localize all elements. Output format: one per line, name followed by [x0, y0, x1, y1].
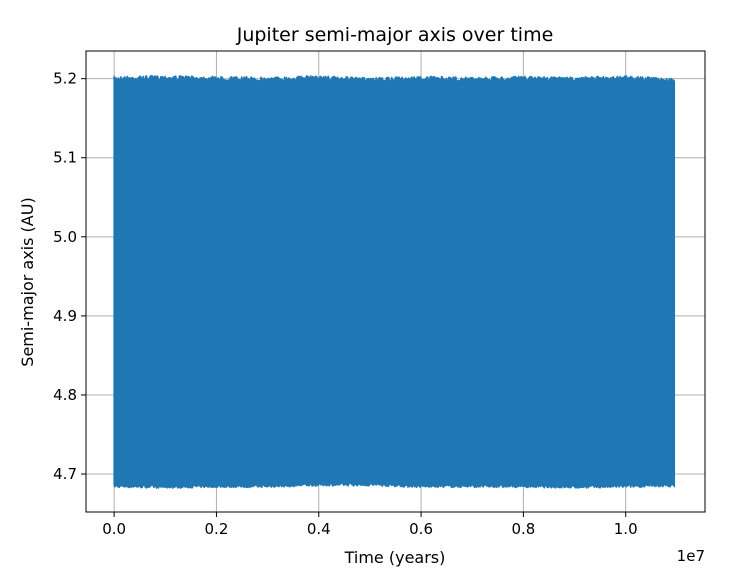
y-tick-label: 4.7: [53, 465, 77, 483]
x-tick-label: 0.0: [102, 520, 126, 538]
x-tick-label: 0.2: [205, 520, 229, 538]
y-tick-label: 4.9: [53, 307, 77, 325]
series-line: [113, 75, 676, 489]
y-tick-label: 4.8: [53, 386, 77, 404]
series-group: [113, 75, 676, 489]
y-axis-label: Semi-major axis (AU): [18, 197, 37, 366]
y-axis: 4.7 4.8 4.9 5.0 5.1 5.2: [53, 70, 86, 483]
x-tick-label: 0.6: [409, 520, 433, 538]
y-tick-label: 5.2: [53, 70, 77, 88]
plot-frame: [85, 50, 706, 513]
y-tick-label: 5.1: [53, 149, 77, 167]
x-tick-label: 1.0: [614, 520, 638, 538]
y-tick-label: 5.0: [53, 228, 77, 246]
x-axis: 0.0 0.2 0.4 0.6 0.8 1.0: [102, 512, 638, 538]
x-axis-label: Time (years): [344, 548, 446, 567]
x-tick-label: 0.8: [511, 520, 535, 538]
x-tick-label: 0.4: [307, 520, 331, 538]
chart-title: Jupiter semi-major axis over time: [236, 24, 554, 46]
x-axis-offset-label: 1e7: [677, 547, 705, 565]
